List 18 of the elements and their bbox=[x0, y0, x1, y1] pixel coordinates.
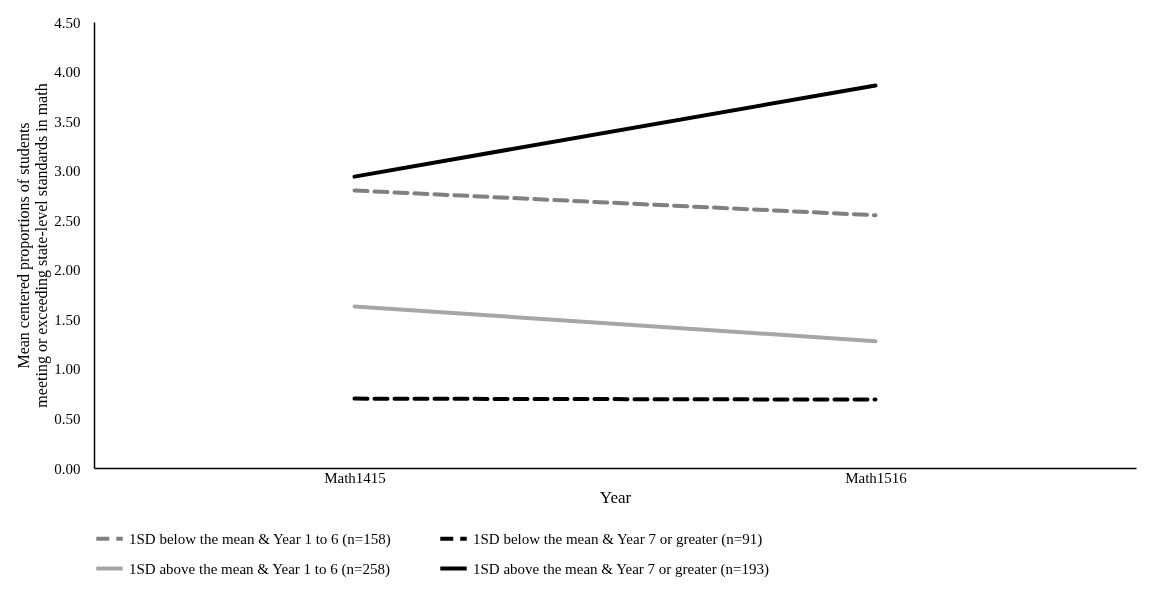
y-tick-label: 0.50 bbox=[54, 410, 81, 427]
legend-label: 1SD below the mean & Year 1 to 6 (n=158) bbox=[129, 530, 391, 548]
y-tick-label: 0.00 bbox=[54, 460, 81, 477]
y-tick-label: 3.00 bbox=[54, 163, 81, 180]
y-axis-title: Mean centered proportions of students meeting or exceeding state-level standards in math bbox=[15, 83, 52, 408]
legend-label: 1SD above the mean & Year 1 to 6 (n=258) bbox=[129, 560, 390, 578]
y-tick-label: 4.00 bbox=[54, 64, 81, 81]
y-tick-label: 3.50 bbox=[54, 113, 81, 130]
x-tick-label: Math1415 bbox=[324, 469, 386, 486]
legend-label: 1SD above the mean & Year 7 or greater (n=193) bbox=[473, 560, 769, 578]
y-tick-label: 4.50 bbox=[54, 14, 81, 31]
y-tick-label: 2.00 bbox=[54, 262, 81, 279]
x-axis-title: Year bbox=[599, 487, 632, 507]
legend-label: 1SD below the mean & Year 7 or greater (n=91) bbox=[473, 530, 763, 548]
x-tick-label: Math1516 bbox=[845, 469, 908, 486]
y-tick-label: 1.50 bbox=[54, 311, 81, 328]
y-tick-label: 1.00 bbox=[54, 361, 81, 378]
y-tick-label: 2.50 bbox=[54, 212, 81, 229]
